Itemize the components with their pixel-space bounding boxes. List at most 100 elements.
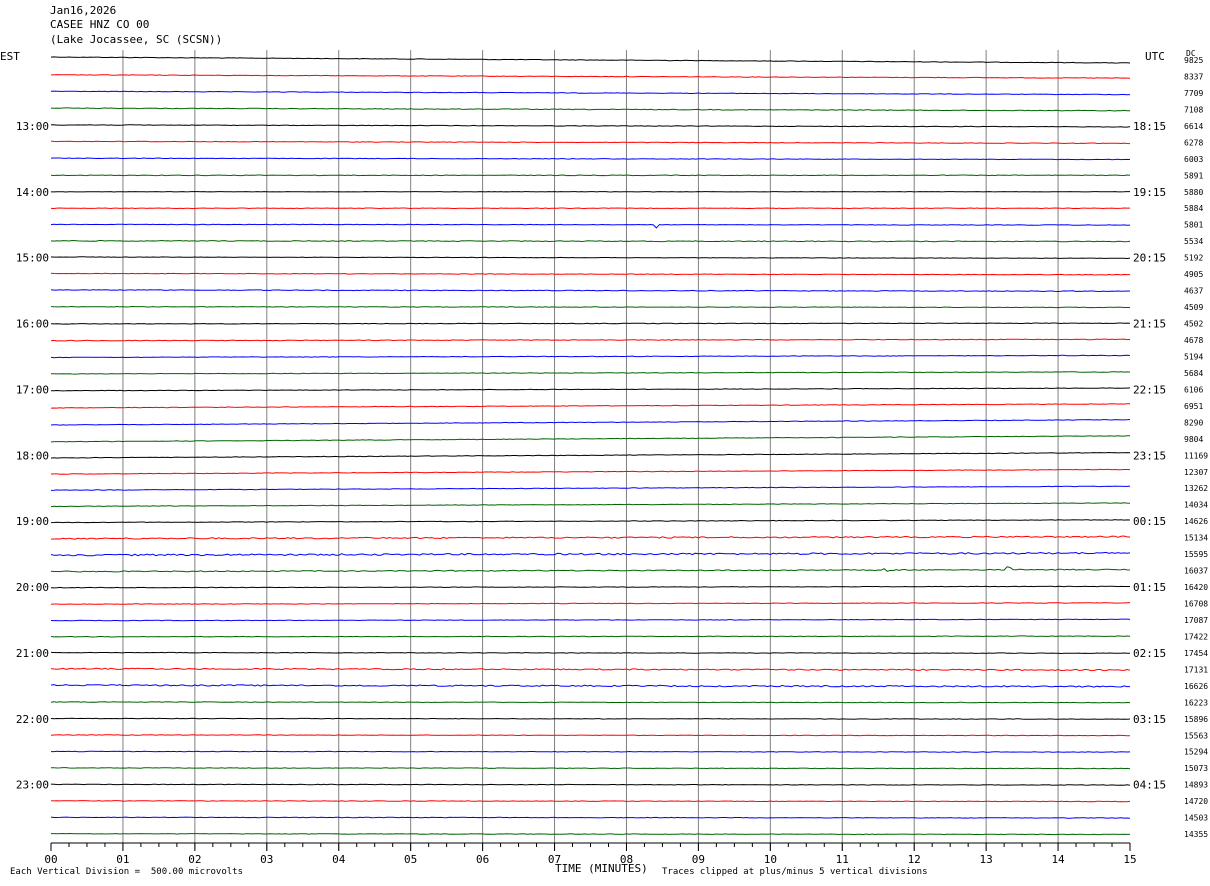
dc-offset-label: 6003 (1184, 155, 1203, 164)
dc-offset-label: 4678 (1184, 336, 1203, 345)
x-tick-label: 07 (548, 853, 561, 866)
trace-row (50, 338, 1131, 342)
trace-row (50, 90, 1131, 96)
dc-offset-label: 14355 (1184, 830, 1208, 839)
dc-offset-label: 14034 (1184, 501, 1208, 510)
dc-offset-label: 13262 (1184, 484, 1208, 493)
utc-hour-label: 21:15 (1133, 318, 1166, 331)
dc-offset-label: 17422 (1184, 632, 1208, 641)
dc-offset-label: 17131 (1184, 665, 1208, 674)
dc-offset-label: 6106 (1184, 385, 1203, 394)
est-hour-label: 22:00 (16, 713, 49, 726)
trace-row (50, 551, 1131, 557)
trace-row (50, 701, 1131, 704)
x-axis-title: TIME (MINUTES) (555, 862, 648, 875)
trace-row (50, 667, 1131, 672)
dc-offset-label: 5194 (1184, 352, 1203, 361)
dc-offset-label: 17087 (1184, 616, 1208, 625)
trace-row (50, 272, 1130, 276)
dc-offset-label: 5192 (1184, 254, 1203, 263)
dc-offset-label: 16420 (1184, 583, 1208, 592)
dc-offset-label: 4637 (1184, 287, 1203, 296)
utc-hour-label: 18:15 (1133, 120, 1166, 133)
trace-row (50, 800, 1131, 803)
trace-row (50, 207, 1130, 210)
dc-offset-label: 8337 (1184, 72, 1203, 81)
scale-note: Each Vertical Division = 500.00 microvol… (10, 867, 243, 877)
x-tick-label: 04 (332, 853, 346, 866)
est-hour-label: 13:00 (16, 120, 49, 133)
x-tick-label: 05 (404, 853, 417, 866)
trace-row (50, 256, 1131, 260)
trace-row (51, 74, 1131, 79)
dc-offset-label: 14720 (1184, 797, 1208, 806)
trace-row (50, 174, 1131, 177)
dc-offset-label: 11169 (1184, 451, 1208, 460)
trace-row (50, 734, 1131, 737)
utc-hour-label: 23:15 (1133, 449, 1166, 462)
dc-offset-label: 15294 (1184, 748, 1208, 757)
dc-offset-label: 4905 (1184, 270, 1203, 279)
dc-offset-label: 4509 (1184, 303, 1203, 312)
trace-row (50, 239, 1131, 243)
est-hour-label: 18:00 (16, 449, 49, 462)
trace-row (50, 717, 1131, 720)
trace-row (50, 157, 1131, 161)
utc-hour-label: 04:15 (1133, 779, 1166, 792)
trace-row (50, 602, 1131, 605)
x-tick-label: 11 (836, 853, 849, 866)
trace-row (50, 305, 1131, 309)
trace-row (50, 124, 1131, 128)
trace-row (50, 107, 1130, 112)
trace-row (50, 651, 1130, 655)
est-hour-label: 21:00 (16, 647, 49, 660)
dc-offset-label: 14503 (1184, 814, 1208, 823)
trace-row (50, 223, 1131, 229)
est-hour-label: 14:00 (16, 186, 49, 199)
x-tick-label: 03 (260, 853, 273, 866)
est-hour-label: 23:00 (16, 779, 49, 792)
trace-row (50, 289, 1131, 293)
x-tick-label: 06 (476, 853, 489, 866)
left-timezone-label: EST (0, 50, 20, 63)
dc-offset-label: 5884 (1184, 204, 1203, 213)
dc-offset-label: 14893 (1184, 781, 1208, 790)
est-hour-label: 17:00 (16, 383, 49, 396)
utc-hour-label: 00:15 (1133, 515, 1166, 528)
est-hour-label: 20:00 (16, 581, 49, 594)
x-tick-label: 12 (908, 853, 921, 866)
trace-row (50, 566, 1131, 573)
trace-row (50, 684, 1130, 688)
trace-row (51, 832, 1131, 836)
trace-row (50, 403, 1131, 409)
dc-offset-label: 16626 (1184, 682, 1208, 691)
dc-offset-label: 5801 (1184, 221, 1203, 230)
dc-offset-label: 15595 (1184, 550, 1208, 559)
x-tick-label: 14 (1051, 853, 1065, 866)
dc-column-header: DC (1186, 49, 1196, 58)
dc-offset-label: 6614 (1184, 122, 1203, 131)
dc-offset-label: 15134 (1184, 534, 1208, 543)
trace-row (51, 371, 1131, 375)
trace-row (50, 322, 1131, 325)
x-tick-label: 09 (692, 853, 705, 866)
dc-offset-label: 17454 (1184, 649, 1208, 658)
dc-offset-label: 16708 (1184, 600, 1208, 609)
utc-hour-label: 02:15 (1133, 647, 1166, 660)
utc-hour-label: 22:15 (1133, 383, 1166, 396)
x-tick-label: 15 (1123, 853, 1136, 866)
dc-offset-label: 7108 (1184, 105, 1203, 114)
trace-row (51, 767, 1131, 770)
x-tick-label: 10 (764, 853, 777, 866)
trace-row (50, 419, 1131, 426)
dc-offset-label: 15563 (1184, 731, 1208, 740)
trace-row (50, 468, 1131, 475)
trace-row (50, 535, 1131, 540)
x-tick-label: 01 (116, 853, 129, 866)
trace-row (50, 635, 1131, 638)
utc-hour-label: 19:15 (1133, 186, 1166, 199)
clip-note: Traces clipped at plus/minus 5 vertical … (662, 867, 928, 877)
trace-row (50, 618, 1131, 622)
dc-offset-label: 12307 (1184, 468, 1208, 477)
